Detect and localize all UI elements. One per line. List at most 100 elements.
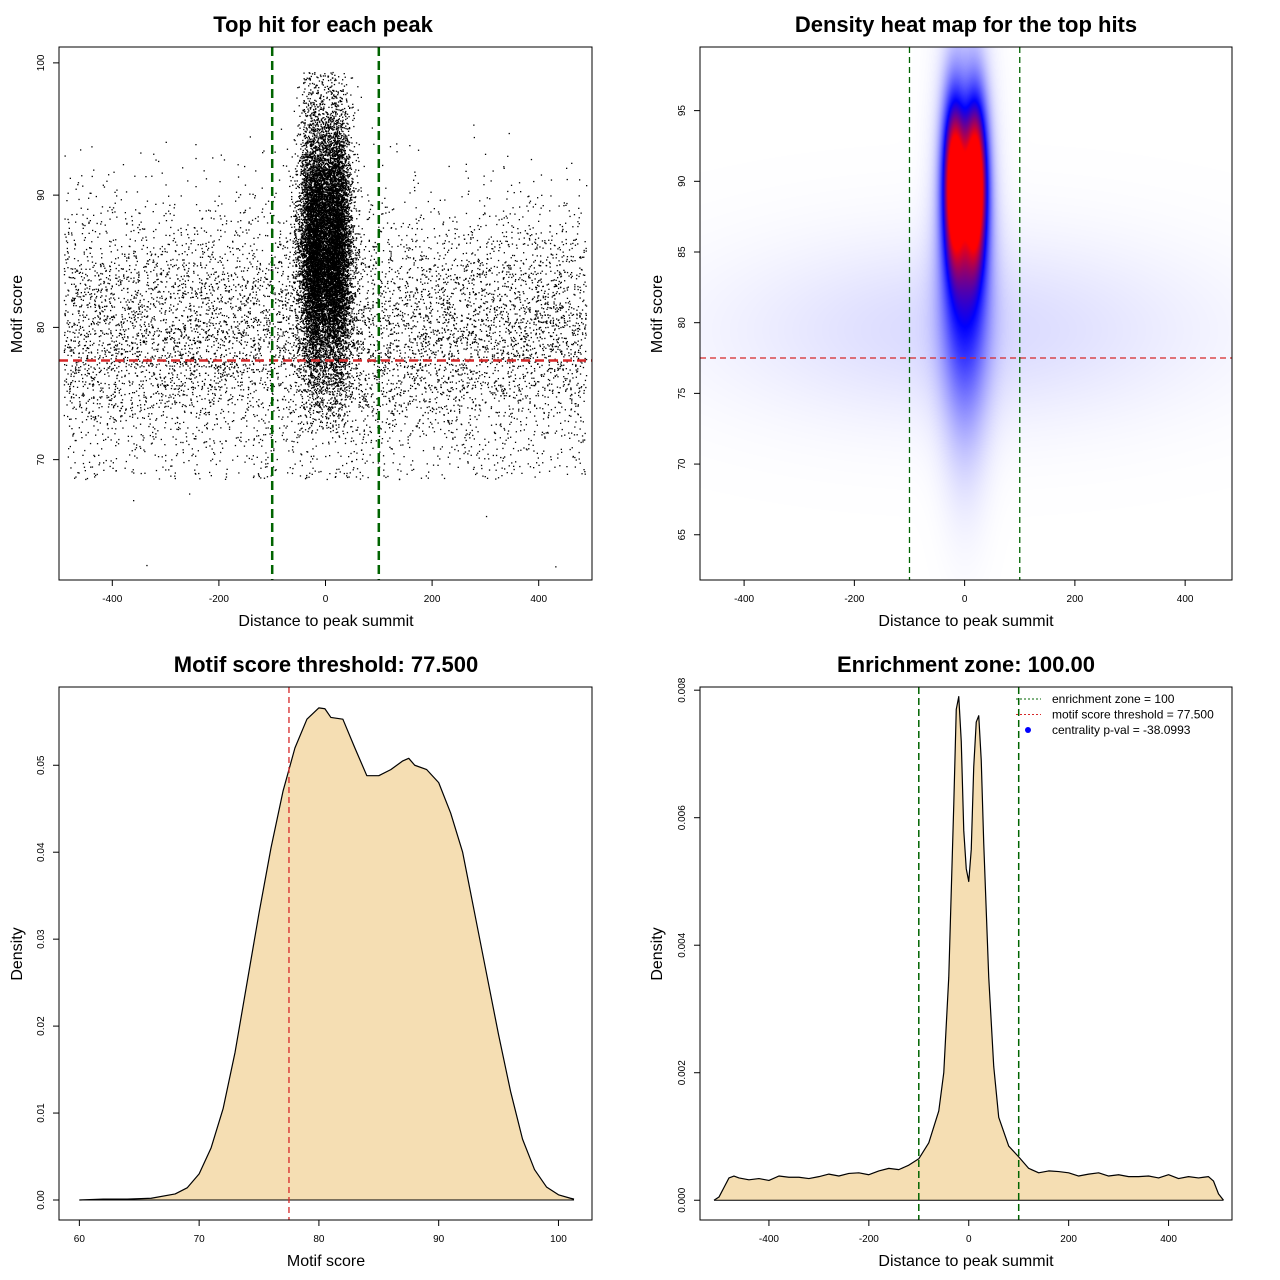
scatter-point	[122, 319, 123, 320]
scatter-point	[470, 237, 471, 238]
scatter-point	[412, 241, 413, 242]
scatter-point	[451, 344, 452, 345]
scatter-point	[196, 296, 197, 297]
scatter-point	[358, 389, 359, 390]
scatter-point	[370, 324, 371, 325]
scatter-point	[71, 301, 72, 302]
scatter-point	[575, 329, 576, 330]
scatter-point	[227, 366, 228, 367]
scatter-point	[566, 466, 567, 467]
scatter-point	[218, 386, 219, 387]
scatter-point	[508, 267, 509, 268]
scatter-point	[446, 274, 447, 275]
scatter-point	[567, 348, 568, 349]
scatter-point	[573, 356, 574, 357]
scatter-point	[312, 468, 313, 469]
scatter-point	[360, 478, 361, 479]
scatter-point	[264, 296, 265, 297]
scatter-point	[290, 399, 291, 400]
scatter-point	[277, 272, 278, 273]
scatter-point	[288, 342, 289, 343]
scatter-point	[519, 206, 520, 207]
scatter-point	[495, 439, 496, 440]
scatter-point	[389, 251, 390, 252]
scatter-point	[421, 267, 422, 268]
scatter-point	[281, 365, 282, 366]
scatter-point	[350, 332, 351, 333]
scatter-point	[541, 317, 542, 318]
scatter-point	[215, 313, 216, 314]
scatter-point	[464, 437, 465, 438]
scatter-point	[140, 314, 141, 315]
scatter-point	[448, 391, 449, 392]
scatter-point	[580, 290, 581, 291]
scatter-point	[379, 367, 380, 368]
scatter-point	[153, 282, 154, 283]
scatter-point	[384, 370, 385, 371]
scatter-point	[174, 238, 175, 239]
scatter-point	[553, 307, 554, 308]
scatter-point	[94, 265, 95, 266]
scatter-point	[563, 292, 564, 293]
scatter-point	[330, 428, 331, 429]
scatter-point	[236, 340, 237, 341]
scatter-point	[295, 404, 296, 405]
scatter-point	[519, 389, 520, 390]
scatter-point	[146, 370, 147, 371]
scatter-point	[79, 310, 80, 311]
scatter-point	[300, 407, 301, 408]
scatter-point	[559, 247, 560, 248]
scatter-point	[580, 258, 581, 259]
scatter-point	[570, 449, 571, 450]
scatter-point	[204, 398, 205, 399]
scatter-point	[242, 382, 243, 383]
scatter-point	[127, 309, 128, 310]
scatter-point	[103, 357, 104, 358]
scatter-point	[560, 224, 561, 225]
scatter-point	[542, 248, 543, 249]
scatter-point	[295, 312, 296, 313]
scatter-point	[408, 323, 409, 324]
scatter-point	[415, 339, 416, 340]
scatter-point	[137, 348, 138, 349]
scatter-point	[536, 462, 537, 463]
scatter-point	[215, 259, 216, 260]
scatter-point	[73, 394, 74, 395]
scatter-point	[406, 416, 407, 417]
scatter-point	[412, 249, 413, 250]
scatter-point	[226, 476, 227, 477]
scatter-point	[420, 279, 421, 280]
scatter-point	[524, 429, 525, 430]
scatter-point	[360, 328, 361, 329]
scatter-point	[240, 437, 241, 438]
scatter-point	[383, 367, 384, 368]
scatter-point	[470, 425, 471, 426]
scatter-point	[183, 452, 184, 453]
scatter-point	[518, 366, 519, 367]
scatter-point	[251, 352, 252, 353]
scatter-point	[452, 315, 453, 316]
scatter-point	[198, 336, 199, 337]
scatter-point	[108, 174, 109, 175]
scatter-point	[540, 313, 541, 314]
scatter-point	[495, 478, 496, 479]
scatter-point	[357, 427, 358, 428]
scatter-point	[468, 266, 469, 267]
scatter-point	[345, 363, 346, 364]
scatter-point	[570, 304, 571, 305]
scatter-point	[490, 329, 491, 330]
scatter-point	[232, 343, 233, 344]
scatter-point	[556, 396, 557, 397]
scatter-point	[206, 441, 207, 442]
scatter-point	[503, 350, 504, 351]
scatter-point	[459, 399, 460, 400]
scatter-point	[164, 314, 165, 315]
scatter-point	[248, 297, 249, 298]
scatter-point	[389, 306, 390, 307]
scatter-point	[135, 297, 136, 298]
scatter-point	[511, 353, 512, 354]
scatter-point	[237, 372, 238, 373]
scatter-point	[150, 357, 151, 358]
scatter-point	[277, 378, 278, 379]
scatter-point	[134, 269, 135, 270]
